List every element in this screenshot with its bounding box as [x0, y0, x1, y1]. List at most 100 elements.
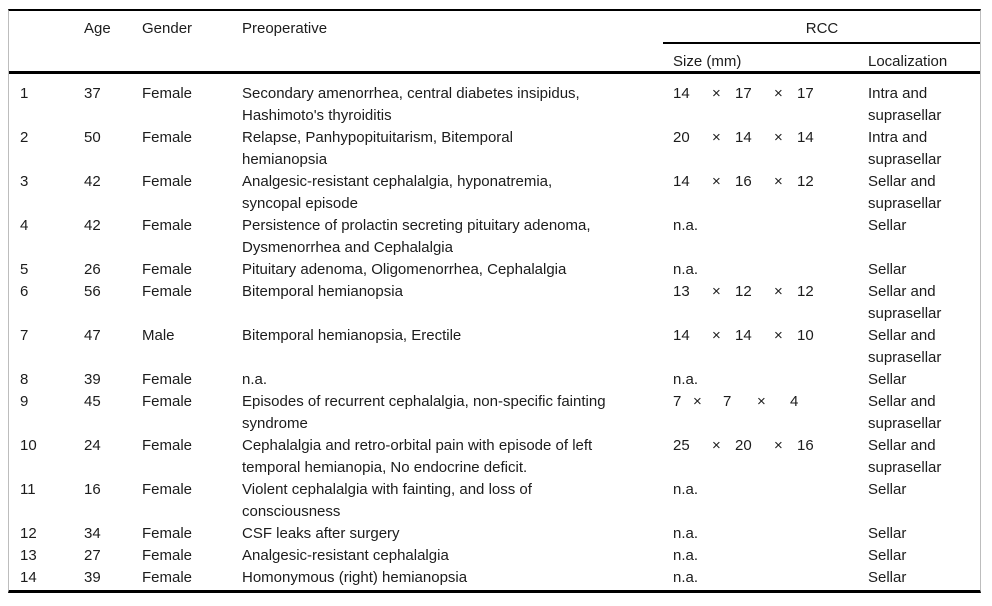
localization-line: suprasellar [868, 305, 942, 322]
table-row: 1 37 Female Secondary amenorrhea, central d… [9, 83, 980, 127]
preoperative-line: Relapse, Panhypopituitarism, Bitemporal [242, 129, 513, 146]
size-na: n.a. [673, 371, 699, 388]
age-cell: 37 [84, 85, 101, 102]
gender-cell: Female [142, 129, 193, 146]
size-na: n.a. [673, 481, 699, 498]
localization-line: Sellar [868, 261, 907, 278]
preoperative-line: temporal hemianopia, No endocrine defici… [242, 459, 528, 476]
gender-cell: Female [142, 437, 193, 454]
localization-line: Sellar and [868, 283, 936, 300]
size-cell: 7 × 7 × 4 [673, 391, 868, 413]
preoperative-line: Dysmenorrhea and Cephalalgia [242, 239, 453, 256]
header-size: Size (mm) [673, 53, 742, 70]
gender-cell: Female [142, 217, 193, 234]
patient-id-cell: 11 [20, 481, 36, 498]
preoperative-line: syndrome [242, 415, 308, 432]
size-cell: n.a. [673, 259, 868, 281]
preoperative-line: Violent cephalalgia with fainting, and l… [242, 481, 532, 498]
size-cell: 13 × 12 × 12 [673, 281, 868, 303]
patient-id-cell: 3 [20, 173, 29, 190]
preoperative-line: syncopal episode [242, 195, 358, 212]
preoperative-cell: Analgesic-resistant cephalalgia [242, 545, 673, 567]
patient-id-cell: 4 [20, 217, 29, 234]
localization-line: Sellar [868, 569, 907, 586]
size-dim-2: 12 [735, 283, 752, 300]
patient-id-cell: 14 [20, 569, 37, 586]
age-cell: 50 [84, 129, 101, 146]
table-row: 8 39 Female n.a. n.a. Sellar [9, 369, 980, 391]
times-sign: × [774, 327, 783, 344]
gender-cell: Female [142, 85, 193, 102]
localization-cell: Sellar [868, 567, 980, 589]
localization-line: suprasellar [868, 195, 942, 212]
size-dim-2: 17 [735, 85, 752, 102]
preoperative-cell: Violent cephalalgia with fainting, and l… [242, 479, 673, 523]
preoperative-line: Homonymous (right) hemianopsia [242, 569, 468, 586]
preoperative-line: hemianopsia [242, 151, 328, 168]
localization-line: Intra and [868, 129, 928, 146]
size-na: n.a. [673, 261, 699, 278]
age-cell: 26 [84, 261, 101, 278]
gender-cell: Female [142, 261, 193, 278]
localization-cell: Sellar [868, 369, 980, 391]
localization-cell: Sellar [868, 545, 980, 567]
rcc-underline [663, 42, 980, 44]
localization-line: Sellar and [868, 327, 936, 344]
times-sign: × [712, 85, 721, 102]
header-localization: Localization [868, 53, 948, 70]
age-cell: 24 [84, 437, 101, 454]
table-row: 13 27 Female Analgesic-resistant cephalalgi… [9, 545, 980, 567]
localization-line: Sellar and [868, 393, 936, 410]
preoperative-cell: Episodes of recurrent cephalalgia, non-s… [242, 391, 673, 435]
patient-id-cell: 12 [20, 525, 37, 542]
age-cell: 47 [84, 327, 101, 344]
size-dim-2: 7 [723, 393, 732, 410]
header-rcc-group: RCC [663, 18, 980, 40]
localization-line: Sellar [868, 481, 907, 498]
table-row: 7 47 Male Bitemporal hemianopsia, Erectile 1… [9, 325, 980, 369]
gender-cell: Female [142, 569, 193, 586]
table-header: Age Gender Preoperative RCC Size (mm) Lo… [9, 11, 980, 74]
localization-line: Sellar and [868, 173, 936, 190]
header-gender: Gender [142, 20, 193, 37]
localization-line: suprasellar [868, 151, 942, 168]
size-dim-2: 14 [735, 129, 752, 146]
preoperative-line: Episodes of recurrent cephalalgia, non-s… [242, 393, 606, 410]
patient-id-cell: 6 [20, 283, 29, 300]
size-cell: 14 × 16 × 12 [673, 171, 868, 193]
table-row: 3 42 Female Analgesic-resistant cephalalgia… [9, 171, 980, 215]
preoperative-cell: Bitemporal hemianopsia, Erectile [242, 325, 673, 347]
size-cell: 20 × 14 × 14 [673, 127, 868, 149]
localization-line: Sellar [868, 371, 907, 388]
size-cell: n.a. [673, 369, 868, 391]
size-cell: 25 × 20 × 16 [673, 435, 868, 457]
times-sign: × [774, 437, 783, 454]
times-sign: × [712, 283, 721, 300]
times-sign: × [774, 283, 783, 300]
preoperative-cell: Secondary amenorrhea, central diabetes i… [242, 83, 673, 127]
preoperative-cell: Persistence of prolactin secreting pitui… [242, 215, 673, 259]
size-dim-3: 14 [797, 129, 814, 146]
table-row: 4 42 Female Persistence of prolactin secret… [9, 215, 980, 259]
size-dim-1: 20 [673, 129, 690, 146]
preoperative-line: Cephalalgia and retro-orbital pain with … [242, 437, 593, 454]
localization-cell: Intra and suprasellar [868, 83, 980, 127]
size-dim-1: 7 [673, 393, 682, 410]
localization-line: suprasellar [868, 349, 942, 366]
localization-line: suprasellar [868, 415, 942, 432]
table-rows: 1 37 Female Secondary amenorrhea, central d… [9, 74, 980, 589]
size-dim-1: 14 [673, 85, 690, 102]
size-dim-3: 4 [790, 393, 799, 410]
localization-line: Intra and [868, 85, 928, 102]
table-row: 11 16 Female Violent cephalalgia with faint… [9, 479, 980, 523]
size-cell: n.a. [673, 545, 868, 567]
patient-id-cell: 10 [20, 437, 37, 454]
patient-id-cell: 5 [20, 261, 29, 278]
patient-id-cell: 7 [20, 327, 29, 344]
localization-cell: Sellar [868, 479, 980, 501]
header-rcc: RCC [805, 20, 839, 37]
gender-cell: Male [142, 327, 175, 344]
size-cell: n.a. [673, 523, 868, 545]
localization-cell: Intra and suprasellar [868, 127, 980, 171]
gender-cell: Female [142, 393, 193, 410]
